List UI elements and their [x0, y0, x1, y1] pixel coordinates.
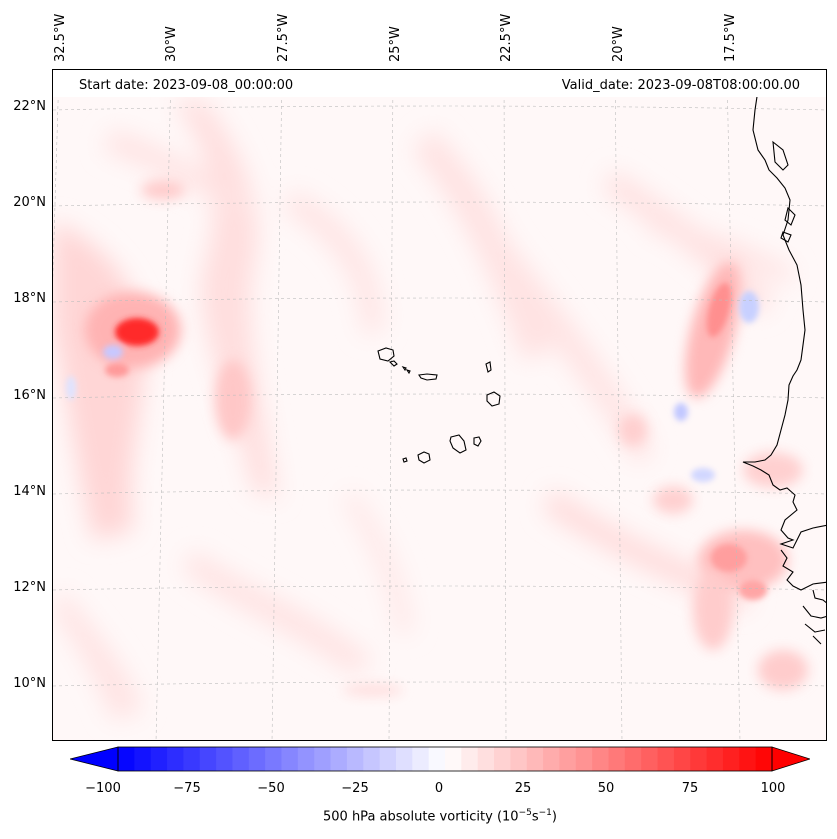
colorbar-tick-50: 50	[597, 781, 615, 796]
map-canvas	[53, 70, 826, 740]
colorbar-cells	[118, 747, 773, 771]
colorbar-cell	[346, 747, 364, 771]
colorbar-cell	[722, 747, 740, 771]
colorbar-cell	[543, 747, 560, 771]
lon-label-32-5w: 32.5°W	[53, 13, 68, 62]
colorbar-cell	[739, 747, 757, 771]
lon-label-27-5w: 27.5°W	[276, 13, 291, 62]
start-date-label: Start date: 2023-09-08_00:00:00	[79, 78, 294, 93]
colorbar-cell	[641, 747, 658, 771]
lon-label-30w: 30°W	[164, 26, 179, 62]
colorbar-cell	[167, 747, 184, 771]
colorbar-cell	[559, 747, 577, 771]
colorbar-cell	[395, 747, 413, 771]
colorbar-cell	[673, 747, 691, 771]
colorbar-cell	[248, 747, 266, 771]
lat-label-22n: 22°N	[13, 99, 46, 114]
lat-label-16n: 16°N	[13, 388, 46, 403]
colorbar-tick-0: 0	[434, 781, 444, 796]
colorbar-cell	[526, 747, 544, 771]
colorbar-cell	[624, 747, 642, 771]
colorbar-tick-25: 25	[514, 781, 532, 796]
colorbar-cell	[755, 747, 773, 771]
header-strip	[53, 70, 826, 97]
colorbar-cell	[412, 747, 430, 771]
colorbar-cell	[428, 747, 446, 771]
colorbar-cell	[297, 747, 315, 771]
colorbar-outline	[117, 746, 773, 772]
colorbar-cell	[706, 747, 724, 771]
colorbar-tick-neg25: −25	[341, 781, 369, 796]
colorbar-cell	[199, 747, 217, 771]
vorticity-cores	[66, 282, 767, 600]
colorbar-cell	[281, 747, 299, 771]
colorbar-cell	[690, 747, 707, 771]
colorbar-cell	[118, 747, 135, 771]
colorbar-cell	[379, 747, 397, 771]
colorbar-title: 500 hPa absolute vorticity (10−5s−1)	[323, 808, 557, 825]
lat-label-12n: 12°N	[13, 580, 46, 595]
colorbar-cell	[592, 747, 609, 771]
vorticity-map: Start date: 2023-09-08_00:00:00 Valid_da…	[52, 69, 827, 741]
colorbar-cell	[657, 747, 675, 771]
lon-label-25w: 25°W	[388, 26, 403, 62]
valid-date-label: Valid_date: 2023-09-08T08:00:00.00	[561, 78, 800, 93]
gridlines	[53, 70, 826, 740]
colorbar-tick-75: 75	[681, 781, 699, 796]
colorbar-max-extend	[771, 746, 810, 772]
lat-label-10n: 10°N	[13, 676, 46, 691]
colorbar-cell	[445, 747, 462, 771]
colorbar-cell	[575, 747, 593, 771]
cape-verde-islands	[377, 347, 501, 464]
colorbar-cell	[314, 747, 331, 771]
colorbar-tick-100: 100	[760, 781, 786, 796]
colorbar-cell	[477, 747, 495, 771]
lat-label-18n: 18°N	[13, 291, 46, 306]
colorbar-cell	[134, 747, 152, 771]
african-coastline	[742, 70, 826, 645]
colorbar-cell	[232, 747, 250, 771]
colorbar-tick-neg75: −75	[173, 781, 201, 796]
lon-label-20w: 20°W	[611, 26, 626, 62]
lat-label-20n: 20°N	[13, 195, 46, 210]
colorbar-cell	[265, 747, 282, 771]
colorbar-cell	[216, 747, 233, 771]
colorbar-cell	[183, 747, 201, 771]
colorbar-tick-neg50: −50	[257, 781, 285, 796]
colorbar-cell	[461, 747, 479, 771]
colorbar-cell	[363, 747, 380, 771]
colorbar-cell	[494, 747, 511, 771]
lon-label-17-5w: 17.5°W	[723, 13, 738, 62]
colorbar-cell	[330, 747, 348, 771]
colorbar-cell	[608, 747, 626, 771]
colorbar	[70, 746, 810, 772]
colorbar-min-extend	[70, 746, 119, 772]
lat-label-14n: 14°N	[13, 484, 46, 499]
colorbar-cell	[150, 747, 168, 771]
colorbar-cell	[510, 747, 528, 771]
colorbar-tick-neg100: −100	[85, 781, 121, 796]
lon-label-22-5w: 22.5°W	[499, 13, 514, 62]
